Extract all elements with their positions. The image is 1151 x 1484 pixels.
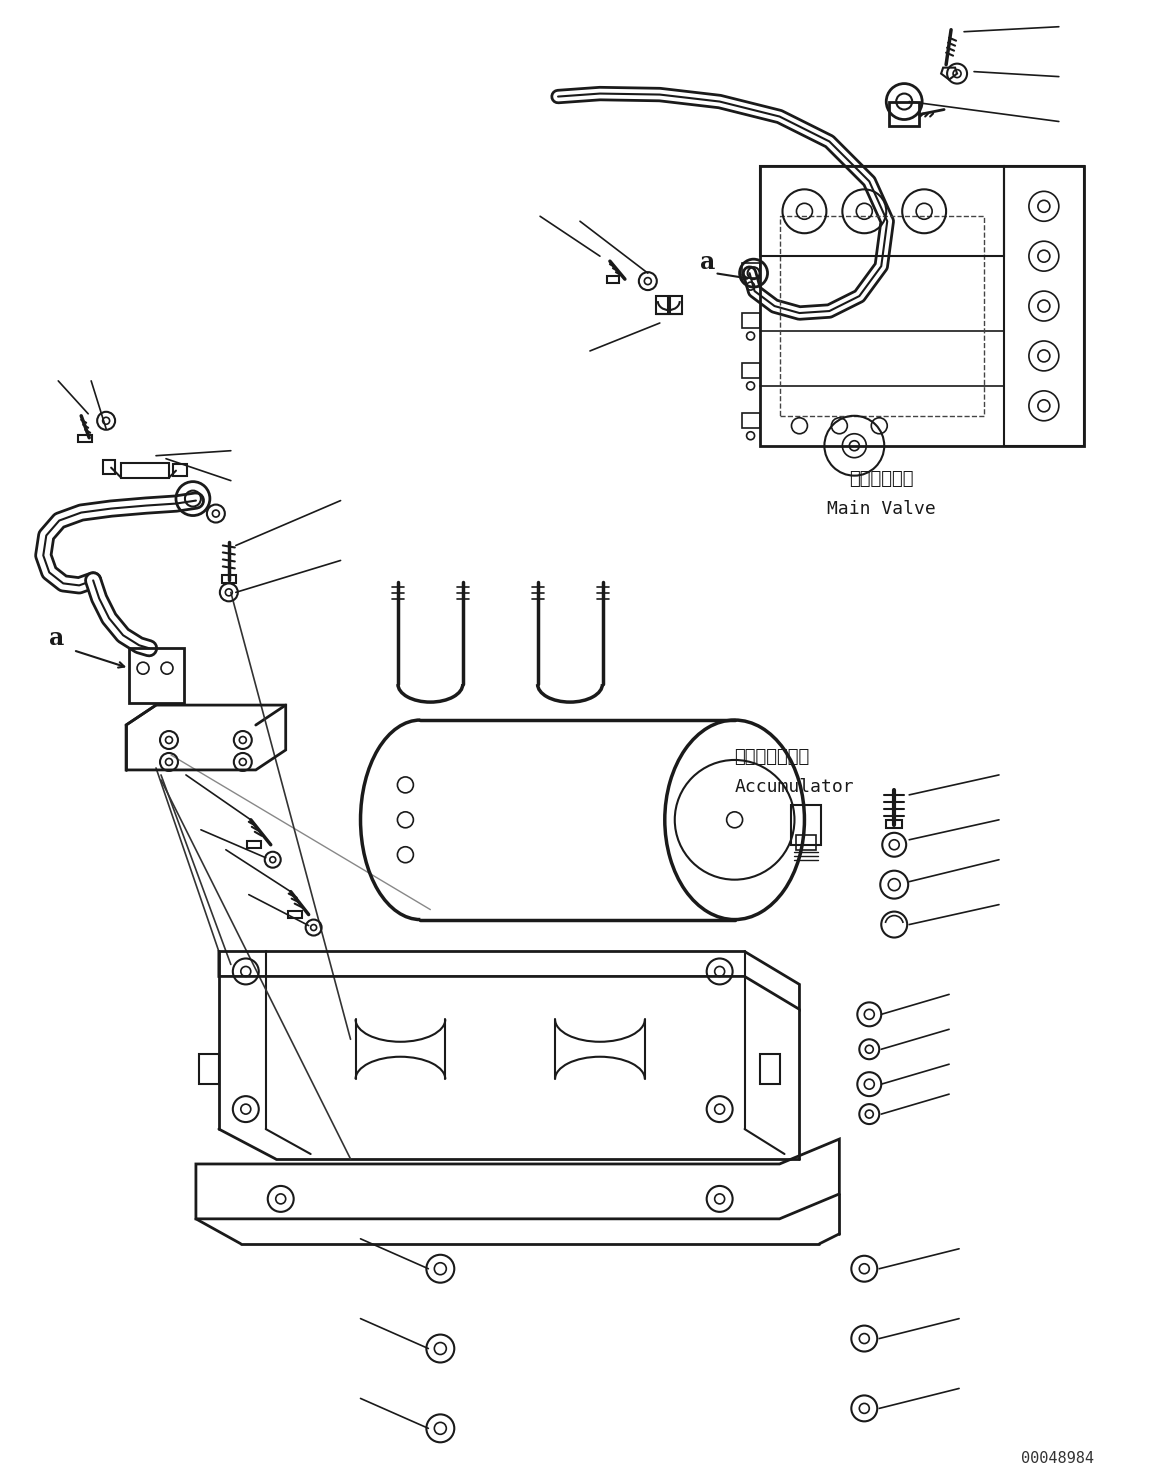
Bar: [656, 297, 668, 315]
Bar: [741, 413, 760, 427]
Bar: [222, 576, 236, 583]
Text: a: a: [49, 626, 64, 650]
Bar: [741, 263, 760, 278]
Bar: [1004, 166, 1084, 445]
Bar: [288, 911, 302, 917]
Bar: [104, 460, 115, 473]
Bar: [121, 463, 169, 478]
Bar: [890, 101, 920, 126]
Bar: [792, 804, 822, 844]
Bar: [670, 297, 681, 315]
Text: Accumulator: Accumulator: [734, 778, 854, 795]
Bar: [760, 166, 1084, 445]
Bar: [760, 1054, 779, 1085]
Bar: [741, 364, 760, 378]
Bar: [741, 313, 760, 328]
Text: Main Valve: Main Valve: [826, 500, 936, 518]
Text: メインバルブ: メインバルブ: [849, 469, 914, 488]
Text: アキュムレータ: アキュムレータ: [734, 748, 810, 766]
Bar: [779, 217, 984, 416]
Bar: [607, 276, 619, 283]
Bar: [129, 649, 184, 703]
Bar: [886, 819, 902, 828]
Bar: [173, 463, 186, 476]
Bar: [246, 841, 261, 847]
Text: a: a: [700, 251, 715, 275]
Bar: [760, 166, 1004, 257]
Bar: [199, 1054, 219, 1085]
Bar: [78, 435, 92, 442]
Text: 00048984: 00048984: [1021, 1451, 1093, 1466]
Bar: [796, 835, 816, 850]
